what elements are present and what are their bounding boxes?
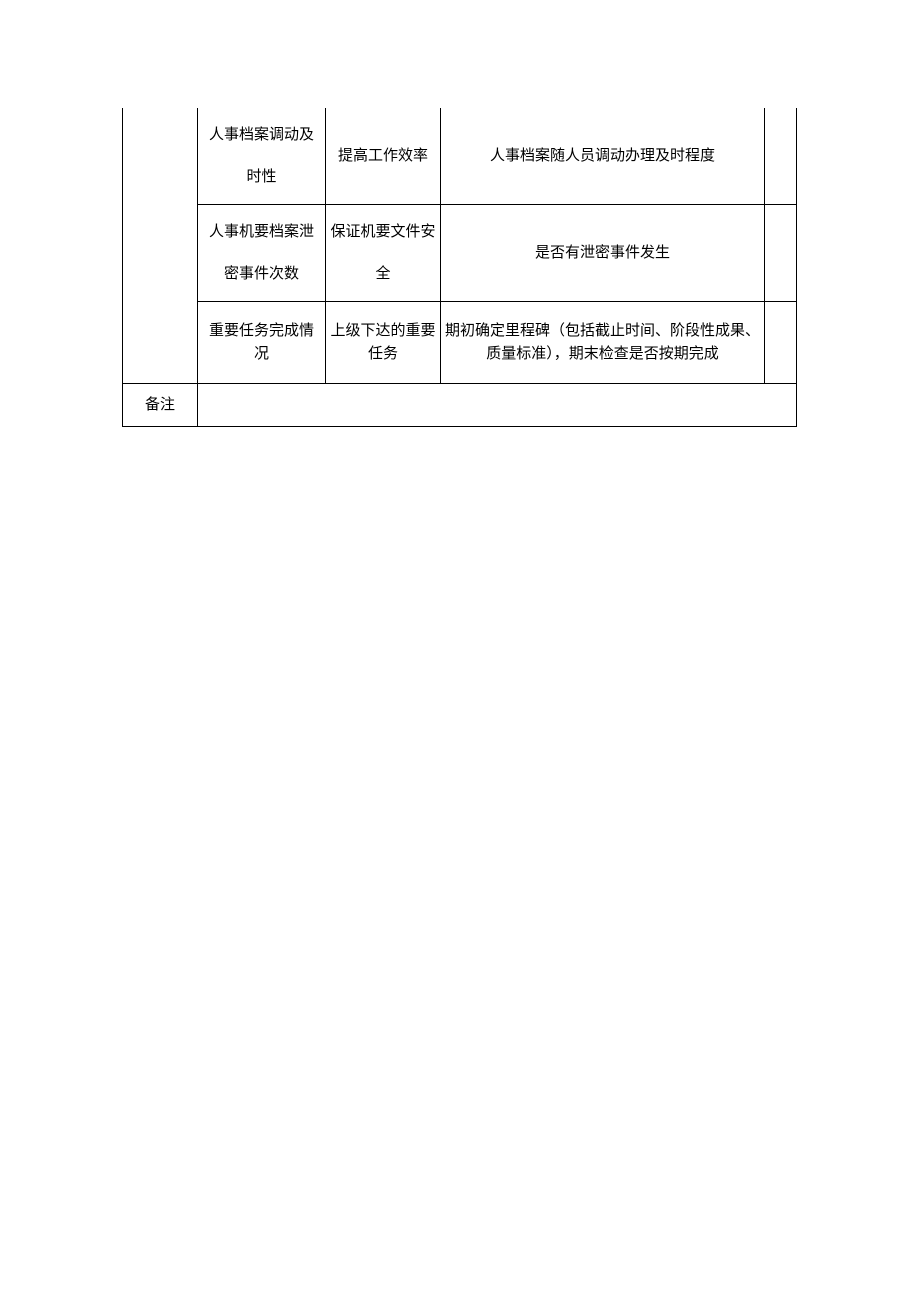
description-cell: 是否有泄密事件发生 <box>441 205 765 302</box>
purpose-cell: 上级下达的重要任务 <box>326 302 441 384</box>
item-cell: 人事档案调动及时性 <box>198 108 326 205</box>
description-cell: 期初确定里程碑（包括截止时间、阶段性成果、质量标准），期末检查是否按期完成 <box>441 302 765 384</box>
description-cell: 人事档案随人员调动办理及时程度 <box>441 108 765 205</box>
empty-cell <box>765 205 797 302</box>
empty-cell <box>765 302 797 384</box>
data-table: 人事档案调动及时性 提高工作效率 人事档案随人员调动办理及时程度 人事机要档案泄… <box>122 108 797 427</box>
item-cell: 人事机要档案泄密事件次数 <box>198 205 326 302</box>
item-cell: 重要任务完成情况 <box>198 302 326 384</box>
category-cell <box>123 108 198 384</box>
footer-content-cell <box>198 384 797 427</box>
purpose-cell: 保证机要文件安全 <box>326 205 441 302</box>
empty-cell <box>765 108 797 205</box>
purpose-cell: 提高工作效率 <box>326 108 441 205</box>
footer-label-cell: 备注 <box>123 384 198 427</box>
